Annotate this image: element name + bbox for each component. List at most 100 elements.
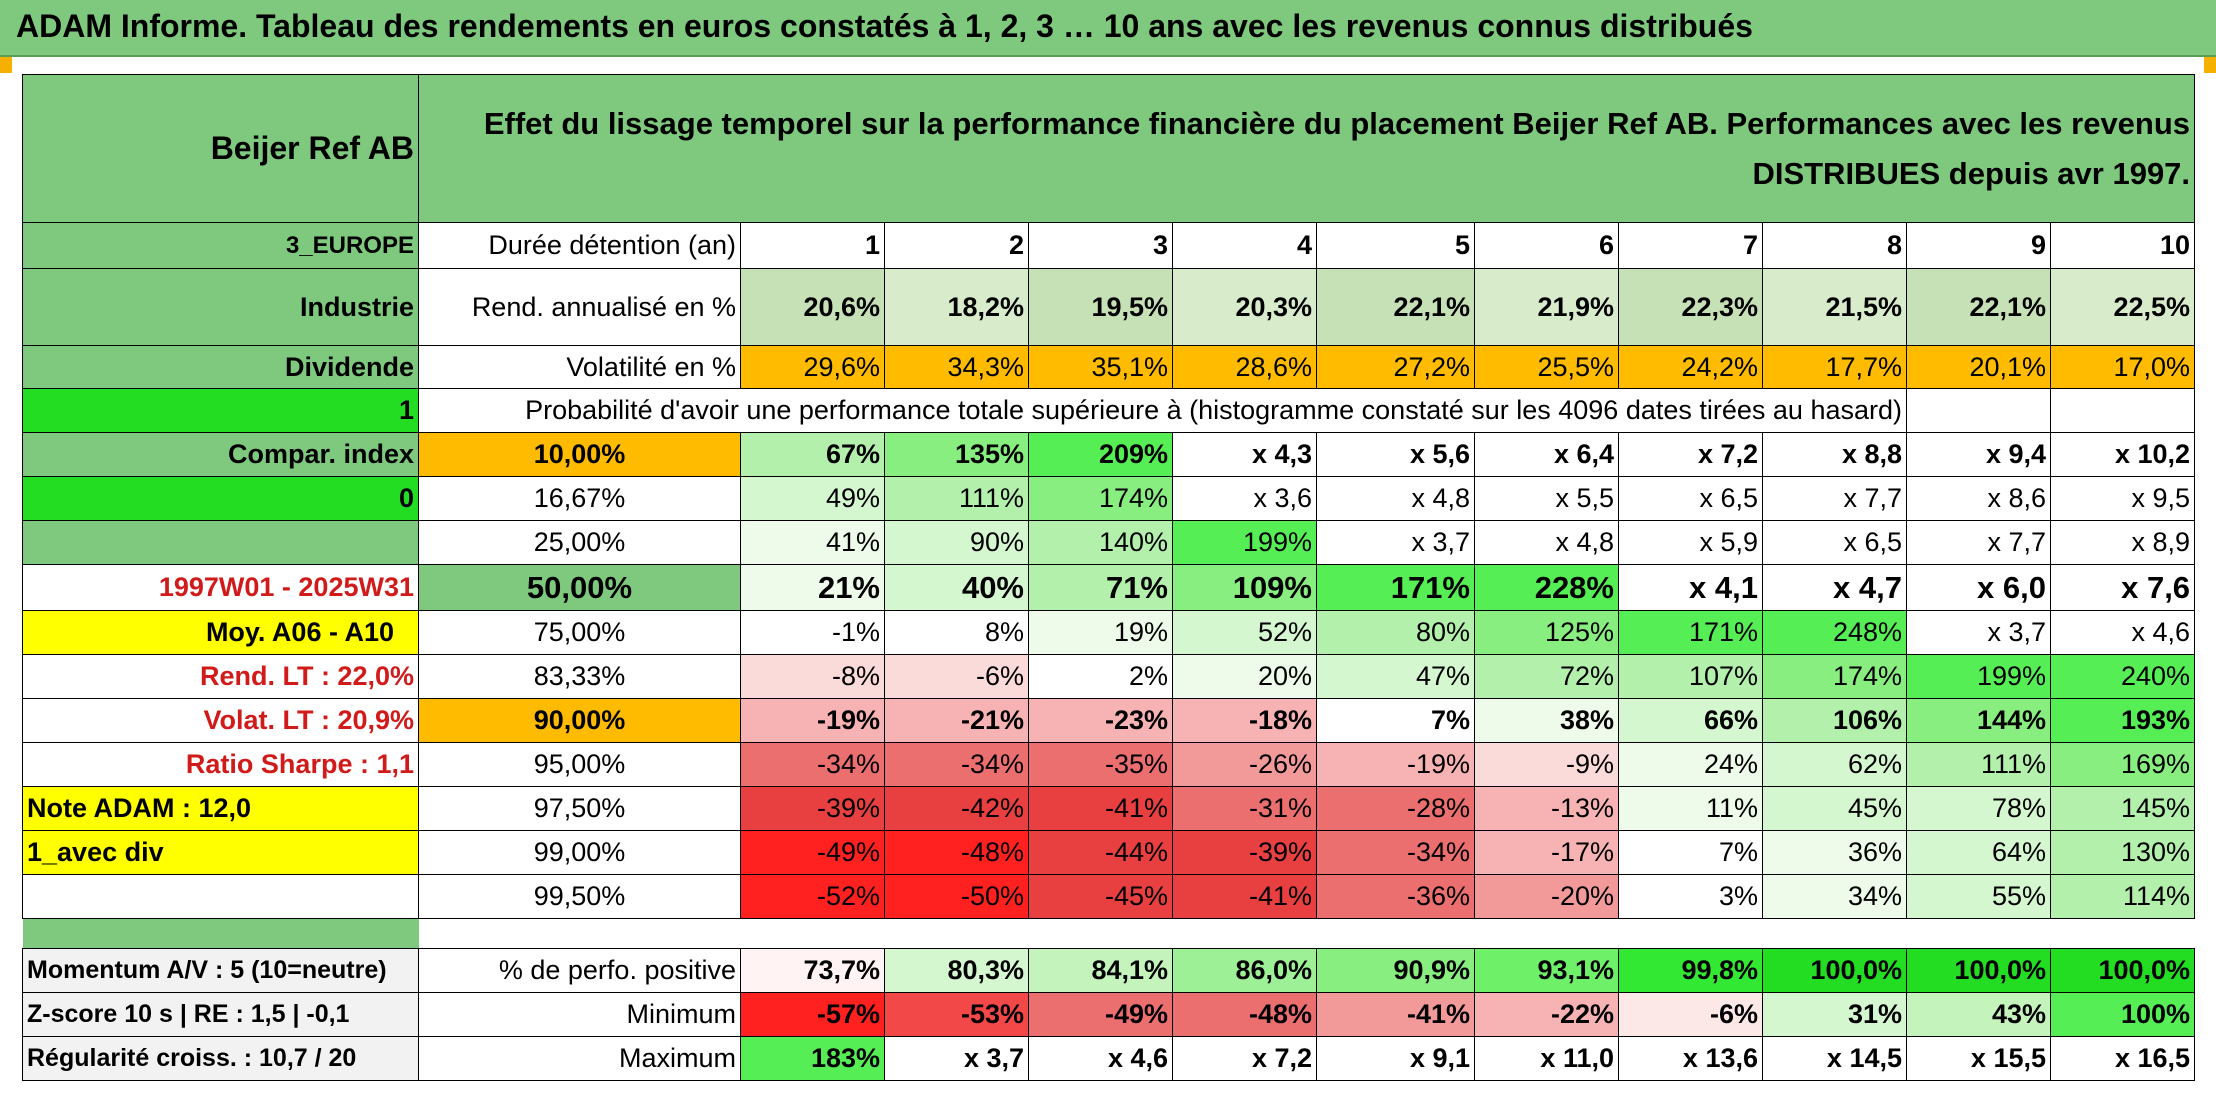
max-cell: x 7,2	[1172, 1036, 1317, 1081]
probability-cell: -6%	[884, 654, 1029, 699]
probability-cell: 11%	[1618, 786, 1763, 831]
separator-space	[418, 918, 2195, 949]
year-header: 4	[1172, 222, 1317, 269]
side-blank	[22, 520, 419, 565]
probability-cell: 24%	[1618, 742, 1763, 787]
probability-cell: 125%	[1474, 610, 1619, 655]
probability-cell: -42%	[884, 786, 1029, 831]
volat-label: Volatilité en %	[418, 345, 741, 389]
probability-cell: 174%	[1762, 654, 1907, 699]
probability-cell: 80%	[1316, 610, 1475, 655]
volat-cell: 17,0%	[2049, 345, 2196, 389]
rend-lt-label: Rend. LT : 22,0%	[22, 654, 419, 699]
probability-cell: x 7,6	[2049, 564, 2196, 611]
probability-cell: -41%	[1028, 786, 1173, 831]
probability-cell: -8%	[740, 654, 885, 699]
rend-cell: 18,2%	[884, 268, 1029, 346]
max-cell: 183%	[740, 1036, 885, 1081]
probability-cell: 55%	[1906, 874, 2051, 919]
probability-threshold: 83,33%	[418, 654, 741, 699]
volat-cell: 25,5%	[1474, 345, 1619, 389]
min-cell: -49%	[1028, 992, 1173, 1037]
probability-cell: 62%	[1762, 742, 1907, 787]
probability-cell: 3%	[1618, 874, 1763, 919]
table-row: 0 16,67% 49% 111% 174% x 3,6 x 4,8 x 5,5 x 6,5 x …	[22, 476, 2196, 521]
probability-cell: x 5,5	[1474, 476, 1619, 521]
max-cell: x 4,6	[1028, 1036, 1173, 1081]
probability-cell: 72%	[1474, 654, 1619, 699]
probability-title: Probabilité d'avoir une performance tota…	[418, 388, 1907, 433]
probability-cell: 52%	[1172, 610, 1317, 655]
table-row: 99,50% -52% -50% -45% -41% -36% -20% 3% 34% 55% 11…	[22, 874, 2196, 919]
volat-cell: 17,7%	[1762, 345, 1907, 389]
rend-cell: 21,5%	[1762, 268, 1907, 346]
volat-cell: 34,3%	[884, 345, 1029, 389]
table-row: 1997W01 - 2025W31 50,00% 21% 40% 71% 109% 171%…	[22, 564, 2196, 611]
probability-cell: -39%	[1172, 830, 1317, 875]
min-cell: -41%	[1316, 992, 1475, 1037]
probability-threshold: 99,00%	[418, 830, 741, 875]
duration-label: Durée détention (an)	[418, 222, 741, 269]
probability-cell: x 6,4	[1474, 432, 1619, 477]
probability-cell: 64%	[1906, 830, 2051, 875]
probability-cell: -36%	[1316, 874, 1475, 919]
year-header: 1	[740, 222, 885, 269]
probability-cell: x 4,8	[1316, 476, 1475, 521]
probability-cell: x 8,6	[1906, 476, 2051, 521]
probability-cell: -26%	[1172, 742, 1317, 787]
probability-cell: 106%	[1762, 698, 1907, 743]
pos-cell: 84,1%	[1028, 948, 1173, 993]
report-table-frame: Beijer Ref AB Effet du lissage temporel …	[22, 74, 2196, 1098]
probability-threshold: 75,00%	[418, 610, 741, 655]
probability-threshold: 50,00%	[418, 564, 741, 611]
probability-cell: x 3,7	[1906, 610, 2051, 655]
corner-marker	[2204, 57, 2216, 73]
probability-cell: x 4,1	[1618, 564, 1763, 611]
probability-cell: 140%	[1028, 520, 1173, 565]
probability-cell: x 8,9	[2049, 520, 2196, 565]
year-header: 3	[1028, 222, 1173, 269]
pos-cell: 86,0%	[1172, 948, 1317, 993]
probability-cell: x 4,3	[1172, 432, 1317, 477]
probability-cell: 19%	[1028, 610, 1173, 655]
probability-cell: 111%	[884, 476, 1029, 521]
rend-cell: 20,3%	[1172, 268, 1317, 346]
min-cell: -57%	[740, 992, 885, 1037]
probability-cell: 71%	[1028, 564, 1173, 611]
year-header: 8	[1762, 222, 1907, 269]
probability-cell: -34%	[884, 742, 1029, 787]
probability-cell: 90%	[884, 520, 1029, 565]
probability-cell: 199%	[1172, 520, 1317, 565]
probability-cell: x 4,7	[1762, 564, 1907, 611]
note-label: Note ADAM : 12,0	[22, 786, 419, 831]
separator-bar	[22, 918, 419, 949]
period-label: 1997W01 - 2025W31	[22, 564, 419, 611]
min-cell: 100%	[2049, 992, 2196, 1037]
probability-cell: 40%	[884, 564, 1029, 611]
probability-cell: 228%	[1474, 564, 1619, 611]
table-row: 1_avec div 99,00% -49% -48% -44% -39% -34% -17%…	[22, 830, 2196, 875]
fund-name: Beijer Ref AB	[22, 74, 419, 223]
table-row: 25,00% 41% 90% 140% 199% x 3,7 x 4,8 x 5,9 x 6,5…	[22, 520, 2196, 565]
min-cell: 31%	[1762, 992, 1907, 1037]
page-title: ADAM Informe. Tableau des rendements en …	[16, 8, 1753, 44]
dividend-label: Dividende	[22, 345, 419, 389]
probability-cell: x 4,6	[2049, 610, 2196, 655]
pos-cell: 90,9%	[1316, 948, 1475, 993]
rend-cell: 22,5%	[2049, 268, 2196, 346]
min-cell: -22%	[1474, 992, 1619, 1037]
probability-cell: x 10,2	[2049, 432, 2196, 477]
volat-cell: 20,1%	[1906, 345, 2051, 389]
probability-cell: 67%	[740, 432, 885, 477]
probability-cell: -49%	[740, 830, 885, 875]
zscore-label: Z-score 10 s | RE : 1,5 | -0,1	[22, 992, 419, 1037]
table-row: Z-score 10 s | RE : 1,5 | -0,1 Minimum -57…	[22, 992, 2196, 1037]
probability-cell: 78%	[1906, 786, 2051, 831]
pos-cell: 93,1%	[1474, 948, 1619, 993]
probability-cell: 199%	[1906, 654, 2051, 699]
regularite-label: Régularité croiss. : 10,7 / 20	[22, 1036, 419, 1081]
volat-cell: 29,6%	[740, 345, 885, 389]
probability-cell: -9%	[1474, 742, 1619, 787]
probability-cell: -50%	[884, 874, 1029, 919]
max-cell: x 9,1	[1316, 1036, 1475, 1081]
